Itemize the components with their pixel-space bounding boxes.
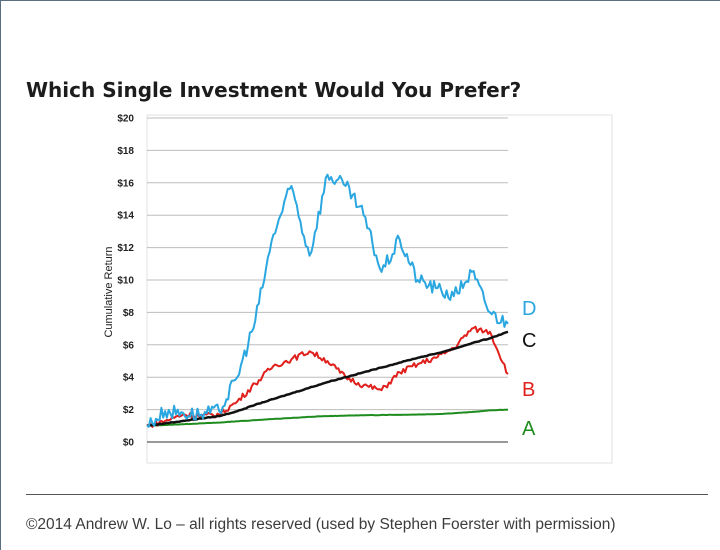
slide-left-border xyxy=(0,0,1,550)
y-tick-label: $14 xyxy=(117,211,134,222)
grid-layer xyxy=(147,117,508,443)
y-tick-label: $16 xyxy=(117,178,134,189)
y-tick-label: $2 xyxy=(123,405,135,416)
plot-frame xyxy=(146,114,613,464)
y-tick-label: $6 xyxy=(123,340,135,351)
y-tick-label: $10 xyxy=(117,276,134,287)
y-tick-label: $20 xyxy=(117,114,134,125)
y-tick-label: $18 xyxy=(117,146,134,157)
series-line-a xyxy=(146,408,509,427)
copyright-footer: ©2014 Andrew W. Lo – all rights reserved… xyxy=(26,516,616,533)
y-tick-label: $12 xyxy=(117,243,134,254)
y-tick-label: $0 xyxy=(123,438,135,449)
series-label-b: B xyxy=(522,379,536,401)
series-label-c: C xyxy=(522,330,537,352)
series-label-a: A xyxy=(522,418,536,440)
footer-divider xyxy=(26,494,708,495)
slide-top-border xyxy=(0,0,720,1)
y-axis-label: Cumulative Return xyxy=(103,246,115,337)
series-line-c xyxy=(146,330,509,428)
y-tick-label: $4 xyxy=(123,373,135,384)
chart-title: Which Single Investment Would You Prefer… xyxy=(26,78,522,102)
series-layer xyxy=(146,173,509,428)
series-line-d xyxy=(146,173,509,428)
y-tick-label: $8 xyxy=(123,308,135,319)
series-label-d: D xyxy=(522,298,537,320)
tick-layer: $0 $2 $4 $6 $8 $10 $12 $14 $16 $18 $20 xyxy=(117,114,134,449)
